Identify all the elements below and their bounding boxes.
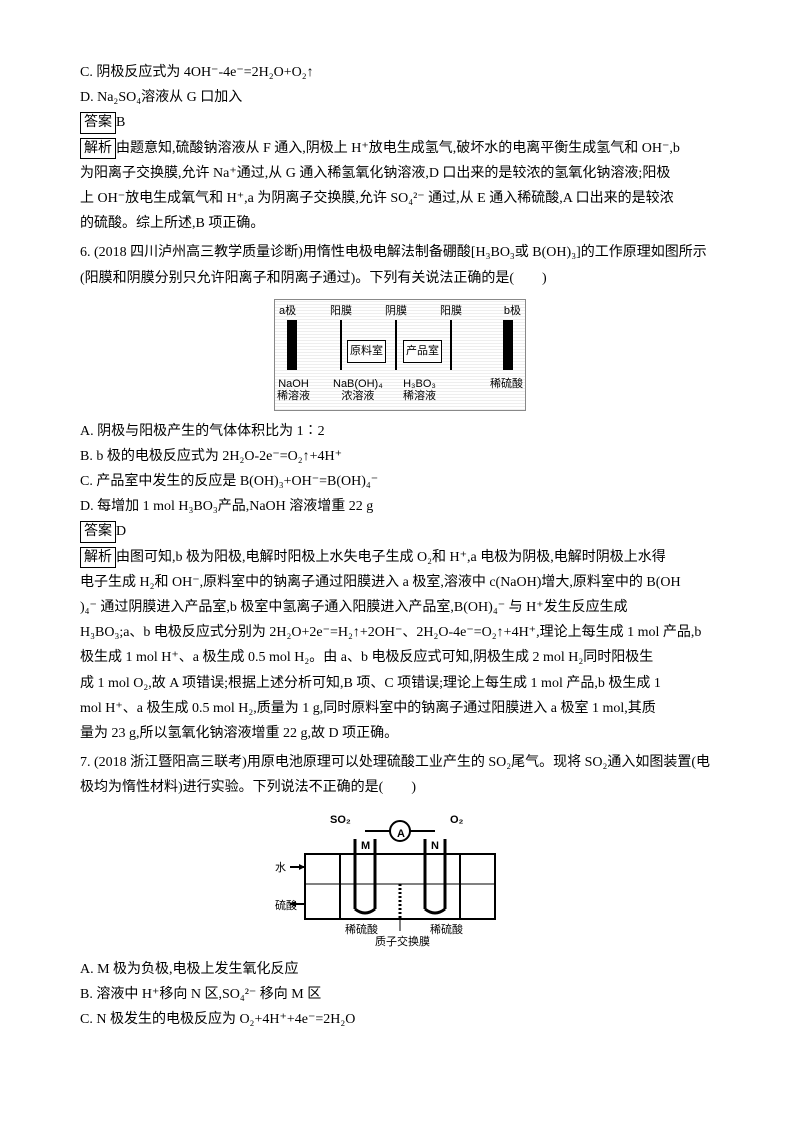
q6-option-a: A. 阴极与阳极产生的气体体积比为 1∶2 xyxy=(80,419,720,444)
d1-a: a极 xyxy=(279,302,296,322)
d2-amp: A xyxy=(397,825,405,845)
q6-option-d: D. 每增加 1 mol H₃BO₃产品,NaOH 溶液增重 22 g xyxy=(80,494,720,519)
d2-so2: SO₂ xyxy=(330,811,351,831)
exp5-l3: 上 OH⁻放电生成氧气和 H⁺,a 为阴离子交换膜,允许 SO₄²⁻ 通过,从 … xyxy=(80,186,720,211)
d2-water: 水 xyxy=(275,859,286,879)
q7-stem: 7. (2018 浙江暨阳高三联考)用原电池原理可以处理硫酸工业产生的 SO₂尾… xyxy=(80,750,720,800)
exp6-l6: 成 1 mol O₂,故 A 项错误;根据上述分析可知,B 项、C 项错误;理论… xyxy=(80,671,720,696)
diagram-1: a极 阳膜 阴膜 阳膜 b极 原料室 产品室 NaOH稀溶液 NaB(OH)₄浓… xyxy=(80,299,720,411)
q5-option-c: C. 阴极反应式为 4OH⁻-4e⁻=2H₂O+O₂↑ xyxy=(80,60,720,85)
exp5-l1: 由题意知,硫酸钠溶液从 F 通入,阴极上 H⁺放电生成氢气,破坏水的电离平衡生成… xyxy=(116,141,680,156)
d2-dil2: 稀硫酸 xyxy=(430,921,463,941)
d1-yang1: 阳膜 xyxy=(330,302,352,322)
q7-option-a: A. M 极为负极,电极上发生氧化反应 xyxy=(80,957,720,982)
q6-option-b: B. b 极的电极反应式为 2H₂O-2e⁻=O₂↑+4H⁺ xyxy=(80,444,720,469)
exp6-l3: )₄⁻ 通过阴膜进入产品室,b 极室中氢离子通入阳膜进入产品室,B(OH)₄⁻ … xyxy=(80,595,720,620)
diagram-2: SO₂ O₂ A M N 水 硫酸 稀硫酸 稀硫酸 质子交换膜 xyxy=(80,809,720,949)
d1-b3: H₃BO₃稀溶液 xyxy=(403,378,436,402)
answer-5: B xyxy=(116,115,125,130)
exp5-l4: 的硫酸。综上所述,B 项正确。 xyxy=(80,211,720,236)
d1-b1: NaOH稀溶液 xyxy=(277,378,310,402)
d1-yin: 阴膜 xyxy=(385,302,407,322)
q7-option-b: B. 溶液中 H⁺移向 N 区,SO₄²⁻ 移向 M 区 xyxy=(80,982,720,1007)
exp6-l7: mol H⁺、a 极生成 0.5 mol H₂,质量为 1 g,同时原料室中的钠… xyxy=(80,696,720,721)
q6-option-c: C. 产品室中发生的反应是 B(OH)₃+OH⁻=B(OH)₄⁻ xyxy=(80,469,720,494)
exp6-l1: 由图可知,b 极为阳极,电解时阳极上水失电子生成 O₂和 H⁺,a 电极为阴极,… xyxy=(116,550,666,565)
answer-label: 答案 xyxy=(80,112,116,134)
d2-h2so4: 硫酸 xyxy=(275,897,297,917)
d1-b: b极 xyxy=(504,302,521,322)
exp6-l2: 电子生成 H₂和 OH⁻,原料室中的钠离子通过阳膜进入 a 极室,溶液中 c(N… xyxy=(80,570,720,595)
exp6-l5: 极生成 1 mol H⁺、a 极生成 0.5 mol H₂。由 a、b 电极反应… xyxy=(80,645,720,670)
d2-mem: 质子交换膜 xyxy=(375,933,430,953)
d2-dil1: 稀硫酸 xyxy=(345,921,378,941)
explain-label: 解析 xyxy=(80,138,116,160)
d1-b2: NaB(OH)₄浓溶液 xyxy=(333,378,383,402)
d1-yang2: 阳膜 xyxy=(440,302,462,322)
q6-stem: 6. (2018 四川泸州高三教学质量诊断)用惰性电极电解法制备硼酸[H₃BO₃… xyxy=(80,240,720,290)
d1-b4: 稀硫酸 xyxy=(490,378,523,390)
answer-6: D xyxy=(116,524,126,539)
d2-n: N xyxy=(431,837,439,857)
exp5-l2: 为阳离子交换膜,允许 Na⁺通过,从 G 通入稀氢氧化钠溶液,D 口出来的是较浓… xyxy=(80,161,720,186)
d2-o2: O₂ xyxy=(450,811,463,831)
exp6-l8: 量为 23 g,所以氢氧化钠溶液增重 22 g,故 D 项正确。 xyxy=(80,721,720,746)
d2-m: M xyxy=(361,837,370,857)
exp6-l4: H₃BO₃;a、b 电极反应式分别为 2H₂O+2e⁻=H₂↑+2OH⁻、2H₂… xyxy=(80,620,720,645)
d1-r2: 产品室 xyxy=(403,340,442,364)
d1-r1: 原料室 xyxy=(347,340,386,364)
explain-label: 解析 xyxy=(80,547,116,569)
q7-option-c: C. N 极发生的电极反应为 O₂+4H⁺+4e⁻=2H₂O xyxy=(80,1007,720,1032)
q5-option-d: D. Na₂SO₄溶液从 G 口加入 xyxy=(80,85,720,110)
answer-label: 答案 xyxy=(80,521,116,543)
